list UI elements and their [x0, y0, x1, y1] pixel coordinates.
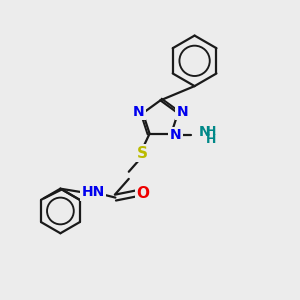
- Text: N: N: [199, 124, 211, 139]
- Text: O: O: [136, 186, 149, 201]
- Text: N: N: [133, 105, 144, 118]
- Text: N: N: [177, 105, 188, 118]
- Text: H: H: [206, 125, 216, 138]
- Text: N: N: [170, 128, 182, 142]
- Text: HN: HN: [82, 185, 105, 199]
- Text: H: H: [206, 133, 216, 146]
- Text: S: S: [136, 146, 148, 160]
